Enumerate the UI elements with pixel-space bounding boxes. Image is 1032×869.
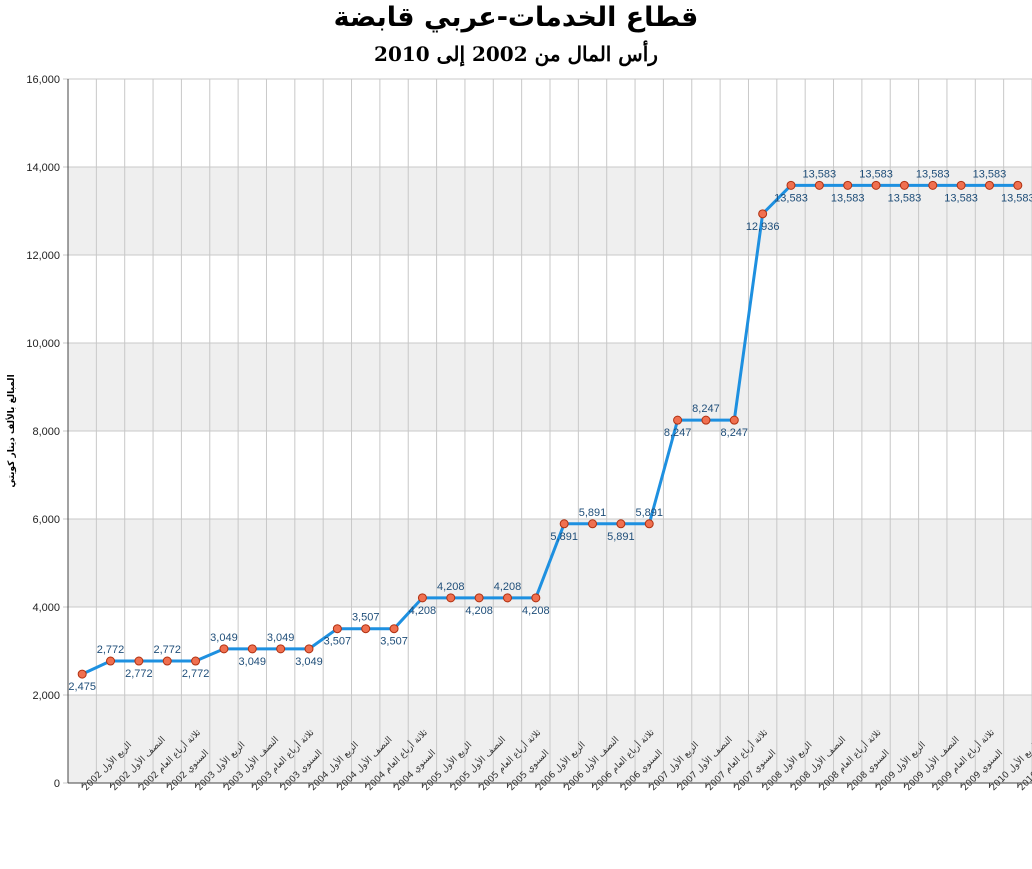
data-point [191,656,201,666]
data-point [729,415,739,425]
chart-title: قطاع الخدمات-عربي قابضة [333,2,699,33]
data-point [417,593,427,603]
data-point [588,519,598,529]
data-point [843,180,853,190]
data-label: 4,208 [437,581,465,593]
data-point [446,593,456,603]
data-label: 8,247 [721,427,749,439]
data-label: 3,507 [380,636,408,648]
data-point [758,209,768,219]
data-label: 3,049 [210,632,238,644]
data-label: 8,247 [664,427,692,439]
y-tick-label: 12,000 [26,250,60,262]
data-point [389,624,399,634]
data-label: 13,583 [774,192,808,204]
data-label: 5,891 [635,507,663,519]
y-tick-label: 0 [54,778,60,790]
data-label: 3,507 [324,636,352,648]
data-point [1013,180,1023,190]
data-point [616,519,626,529]
data-point [673,415,683,425]
series-capital [77,180,1023,679]
y-axis-label: المبالغ بالألف دينار كويتي [5,374,17,487]
data-label: 2,772 [153,644,181,656]
data-point [956,180,966,190]
data-point [701,415,711,425]
data-point [304,644,314,654]
data-point [247,644,257,654]
y-tick-label: 14,000 [26,162,60,174]
data-label: 13,583 [1001,192,1032,204]
data-label: 12,936 [746,221,780,233]
data-point [502,593,512,603]
data-label: 3,507 [352,612,380,624]
data-label: 4,208 [409,605,437,617]
chart-subtitle: رأس المال من 2002 إلى 2010 [374,42,658,66]
data-label: 3,049 [239,656,267,668]
data-label: 13,583 [831,192,865,204]
y-tick-label: 2,000 [32,690,60,702]
data-point [134,656,144,666]
data-label: 3,049 [295,656,323,668]
series-line [81,183,1018,676]
data-point [106,656,116,666]
data-point [77,669,87,679]
data-label: 2,475 [68,681,96,693]
data-point [162,656,172,666]
y-tick-label: 16,000 [26,74,60,86]
data-label: 5,891 [579,507,607,519]
data-label: 2,772 [125,668,153,680]
data-label: 4,208 [522,605,550,617]
data-point [984,180,994,190]
data-point [644,519,654,529]
y-tick-label: 8,000 [32,426,60,438]
axes [67,79,1032,784]
y-tick-labels: 0 2,000 4,000 6,000 8,000 10,000 12,000 14,000 1… [26,74,60,790]
data-label: 5,891 [550,531,578,543]
data-point [219,644,229,654]
y-tick-label: 10,000 [26,338,60,350]
data-label: 4,208 [465,605,493,617]
data-point [814,180,824,190]
data-point [928,180,938,190]
data-point [871,180,881,190]
y-tick-label: 6,000 [32,514,60,526]
data-point [276,644,286,654]
data-label: 13,583 [888,192,922,204]
data-point [531,593,541,603]
data-point [899,180,909,190]
data-label: 13,583 [916,168,950,180]
data-label: 3,049 [267,632,295,644]
data-label: 13,583 [803,168,837,180]
data-label: 13,583 [859,168,893,180]
data-label: 2,772 [97,644,125,656]
data-label: 13,583 [973,168,1007,180]
data-point [361,624,371,634]
y-tick-label: 4,000 [32,602,60,614]
data-point [332,624,342,634]
data-label: 13,583 [944,192,978,204]
data-label: 2,772 [182,668,210,680]
data-label: 8,247 [692,403,720,415]
data-label: 5,891 [607,531,635,543]
data-label: 4,208 [494,581,522,593]
data-labels: 2,4752,7722,7722,7722,7723,0493,0493,049… [68,168,1032,693]
data-point [786,180,796,190]
data-point [474,593,484,603]
data-point [559,519,569,529]
